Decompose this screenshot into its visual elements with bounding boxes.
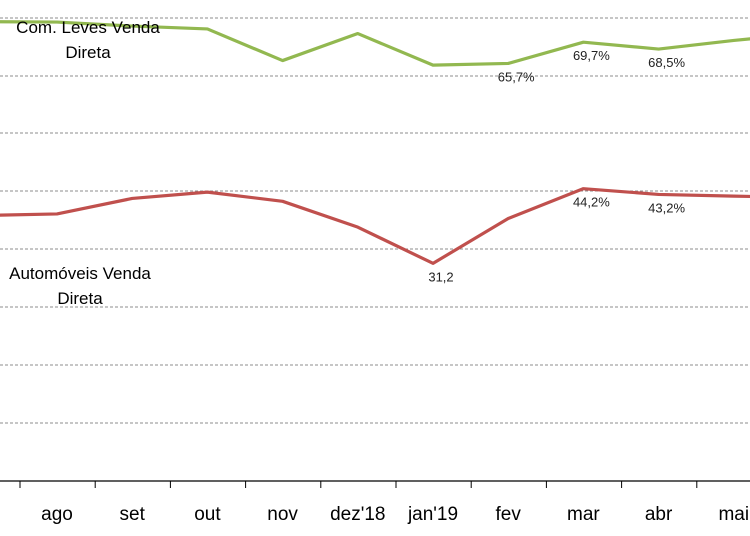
- data-label: 44,2%: [573, 195, 610, 210]
- series-name-label: Direta: [57, 289, 103, 308]
- series-name-label: Automóveis Venda: [9, 264, 151, 283]
- data-label: 43,2%: [648, 200, 685, 215]
- data-labels: 65,7% 69,7% 68,5% 31,2 44,2% 43,2% Com. Leves …: [9, 18, 685, 308]
- series-line-com-leves: [0, 20, 750, 67]
- x-tick-label: ago: [41, 504, 73, 525]
- data-label: 31,2: [428, 269, 453, 284]
- x-tick-label: mar: [567, 504, 600, 525]
- series-lines: [0, 20, 750, 265]
- x-tick-label: set: [120, 504, 146, 525]
- x-tick-label: mai: [718, 504, 749, 525]
- x-tick-label: out: [194, 504, 221, 525]
- x-tick-label: abr: [645, 504, 673, 525]
- series-name-label: Direta: [65, 43, 111, 62]
- series-line-automoveis: [0, 187, 750, 265]
- x-tick-label: jan'19: [407, 504, 458, 525]
- gridlines: [0, 17, 750, 424]
- data-label: 68,5%: [648, 55, 685, 70]
- x-tick-label: nov: [267, 504, 298, 525]
- x-tick-label: dez'18: [330, 504, 385, 525]
- data-label: 65,7%: [498, 69, 535, 84]
- data-label: 69,7%: [573, 48, 610, 63]
- x-tick-label: fev: [496, 504, 522, 525]
- x-axis: ago set out nov dez'18 jan'19 fev mar abr mai: [0, 480, 750, 525]
- series-name-label: Com. Leves Venda: [16, 18, 160, 37]
